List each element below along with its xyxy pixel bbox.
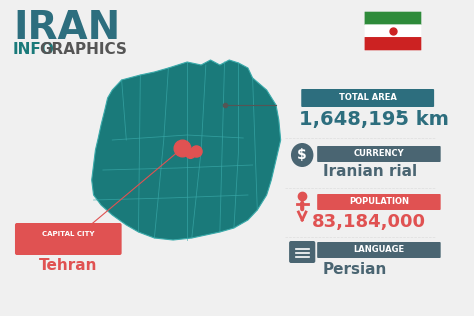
FancyBboxPatch shape: [317, 194, 441, 210]
Text: 83,184,000: 83,184,000: [311, 213, 426, 231]
FancyBboxPatch shape: [365, 12, 421, 25]
Text: IRAN: IRAN: [13, 9, 120, 47]
Polygon shape: [91, 60, 281, 240]
Text: GRAPHICS: GRAPHICS: [39, 42, 127, 58]
Text: 1,648,195 km: 1,648,195 km: [300, 111, 449, 130]
Circle shape: [291, 143, 313, 167]
Text: POPULATION: POPULATION: [349, 198, 409, 206]
Text: INFO: INFO: [13, 42, 55, 58]
Text: Persian: Persian: [323, 263, 387, 277]
Text: ☀: ☀: [389, 27, 397, 35]
FancyBboxPatch shape: [317, 242, 441, 258]
FancyBboxPatch shape: [365, 24, 421, 38]
FancyBboxPatch shape: [317, 146, 441, 162]
Text: TOTAL AREA: TOTAL AREA: [339, 94, 397, 102]
Text: $: $: [297, 148, 307, 162]
Text: CAPITAL CITY: CAPITAL CITY: [42, 231, 94, 237]
Text: Iranian rial: Iranian rial: [323, 165, 417, 179]
FancyBboxPatch shape: [301, 89, 434, 107]
Text: Tehran: Tehran: [39, 258, 98, 272]
Text: LANGUAGE: LANGUAGE: [353, 246, 404, 254]
FancyBboxPatch shape: [15, 223, 122, 255]
FancyBboxPatch shape: [365, 37, 421, 50]
FancyBboxPatch shape: [289, 241, 315, 263]
Text: CURRENCY: CURRENCY: [354, 149, 404, 159]
Text: 2: 2: [395, 110, 401, 120]
